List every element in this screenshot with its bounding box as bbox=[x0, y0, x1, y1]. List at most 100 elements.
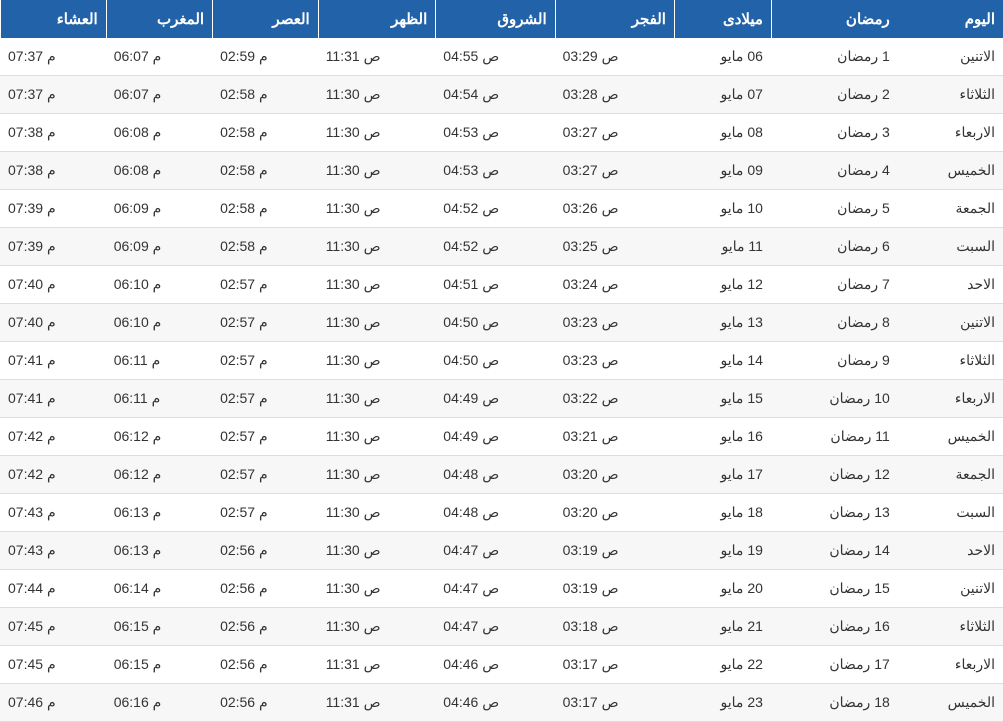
table-cell: الاربعاء bbox=[898, 114, 1003, 152]
table-cell: 04:53 ص bbox=[435, 114, 554, 152]
table-cell: 07:39 م bbox=[0, 228, 106, 266]
table-cell: 03:17 ص bbox=[555, 684, 674, 722]
table-cell: 06:14 م bbox=[106, 570, 212, 608]
table-cell: 04:52 ص bbox=[435, 190, 554, 228]
table-cell: 11:30 ص bbox=[318, 228, 436, 266]
table-cell: 06:15 م bbox=[106, 608, 212, 646]
table-cell: 11:30 ص bbox=[318, 266, 436, 304]
table-cell: 02:57 م bbox=[212, 494, 318, 532]
table-cell: 03:29 ص bbox=[555, 38, 674, 76]
table-cell: 11:30 ص bbox=[318, 532, 436, 570]
table-cell: الاربعاء bbox=[898, 380, 1003, 418]
table-cell: 03:23 ص bbox=[555, 304, 674, 342]
table-cell: 11:30 ص bbox=[318, 380, 436, 418]
table-cell: 17 مايو bbox=[674, 456, 771, 494]
col-gregorian: ميلادى bbox=[674, 0, 771, 38]
table-cell: 19 مايو bbox=[674, 532, 771, 570]
table-row: الخميس18 رمضان23 مايو03:17 ص04:46 ص11:31… bbox=[0, 684, 1003, 722]
table-cell: 07:45 م bbox=[0, 608, 106, 646]
prayer-times-table: اليوم رمضان ميلادى الفجر الشروق الظهر ال… bbox=[0, 0, 1003, 722]
table-row: الثلاثاء16 رمضان21 مايو03:18 ص04:47 ص11:… bbox=[0, 608, 1003, 646]
col-isha: العشاء bbox=[0, 0, 106, 38]
table-cell: 06:09 م bbox=[106, 190, 212, 228]
col-ramadan: رمضان bbox=[771, 0, 898, 38]
table-cell: الاتنين bbox=[898, 570, 1003, 608]
table-cell: 02:58 م bbox=[212, 76, 318, 114]
table-cell: 04:50 ص bbox=[435, 304, 554, 342]
table-cell: 1 رمضان bbox=[771, 38, 898, 76]
table-row: الاربعاء10 رمضان15 مايو03:22 ص04:49 ص11:… bbox=[0, 380, 1003, 418]
table-cell: 03:18 ص bbox=[555, 608, 674, 646]
table-cell: 12 رمضان bbox=[771, 456, 898, 494]
table-cell: 03:27 ص bbox=[555, 152, 674, 190]
table-cell: 03:17 ص bbox=[555, 646, 674, 684]
table-cell: 07:43 م bbox=[0, 494, 106, 532]
table-cell: 02:58 م bbox=[212, 114, 318, 152]
table-cell: الثلاثاء bbox=[898, 342, 1003, 380]
table-cell: 12 مايو bbox=[674, 266, 771, 304]
table-cell: 07:41 م bbox=[0, 342, 106, 380]
table-cell: 02:57 م bbox=[212, 266, 318, 304]
table-cell: 04:47 ص bbox=[435, 608, 554, 646]
table-cell: 07:38 م bbox=[0, 152, 106, 190]
table-cell: 06 مايو bbox=[674, 38, 771, 76]
table-cell: 11:30 ص bbox=[318, 152, 436, 190]
table-cell: السبت bbox=[898, 228, 1003, 266]
table-cell: 14 رمضان bbox=[771, 532, 898, 570]
table-cell: 06:13 م bbox=[106, 494, 212, 532]
table-row: الثلاثاء9 رمضان14 مايو03:23 ص04:50 ص11:3… bbox=[0, 342, 1003, 380]
table-cell: الاربعاء bbox=[898, 646, 1003, 684]
table-body: الاتنين1 رمضان06 مايو03:29 ص04:55 ص11:31… bbox=[0, 38, 1003, 722]
table-cell: 03:26 ص bbox=[555, 190, 674, 228]
table-cell: 06:12 م bbox=[106, 418, 212, 456]
table-cell: 07:40 م bbox=[0, 304, 106, 342]
table-cell: 08 مايو bbox=[674, 114, 771, 152]
prayer-times-table-container: اليوم رمضان ميلادى الفجر الشروق الظهر ال… bbox=[0, 0, 1003, 722]
table-cell: 09 مايو bbox=[674, 152, 771, 190]
table-cell: 06:08 م bbox=[106, 152, 212, 190]
table-cell: 15 مايو bbox=[674, 380, 771, 418]
col-day: اليوم bbox=[898, 0, 1003, 38]
table-cell: 11:30 ص bbox=[318, 418, 436, 456]
table-cell: 21 مايو bbox=[674, 608, 771, 646]
table-cell: 16 مايو bbox=[674, 418, 771, 456]
table-cell: 03:24 ص bbox=[555, 266, 674, 304]
table-cell: 10 رمضان bbox=[771, 380, 898, 418]
table-cell: السبت bbox=[898, 494, 1003, 532]
table-cell: 04:46 ص bbox=[435, 646, 554, 684]
table-cell: 04:48 ص bbox=[435, 456, 554, 494]
table-cell: 11:30 ص bbox=[318, 304, 436, 342]
table-cell: 07:46 م bbox=[0, 684, 106, 722]
table-cell: 04:52 ص bbox=[435, 228, 554, 266]
table-cell: 04:48 ص bbox=[435, 494, 554, 532]
table-cell: 07:42 م bbox=[0, 418, 106, 456]
table-cell: 04:47 ص bbox=[435, 532, 554, 570]
table-cell: 02:58 م bbox=[212, 152, 318, 190]
table-cell: الجمعة bbox=[898, 190, 1003, 228]
table-row: السبت13 رمضان18 مايو03:20 ص04:48 ص11:30 … bbox=[0, 494, 1003, 532]
table-cell: 02:58 م bbox=[212, 190, 318, 228]
table-cell: 11:30 ص bbox=[318, 114, 436, 152]
table-cell: 11 رمضان bbox=[771, 418, 898, 456]
table-cell: 06:15 م bbox=[106, 646, 212, 684]
table-cell: 02:57 م bbox=[212, 304, 318, 342]
table-cell: 07:37 م bbox=[0, 76, 106, 114]
table-cell: 11:30 ص bbox=[318, 608, 436, 646]
table-cell: 23 مايو bbox=[674, 684, 771, 722]
table-cell: 03:21 ص bbox=[555, 418, 674, 456]
table-cell: 4 رمضان bbox=[771, 152, 898, 190]
table-cell: 11 مايو bbox=[674, 228, 771, 266]
table-row: الجمعة12 رمضان17 مايو03:20 ص04:48 ص11:30… bbox=[0, 456, 1003, 494]
table-row: الاحد7 رمضان12 مايو03:24 ص04:51 ص11:30 ص… bbox=[0, 266, 1003, 304]
table-cell: الخميس bbox=[898, 418, 1003, 456]
table-cell: 07:41 م bbox=[0, 380, 106, 418]
table-row: الاتنين1 رمضان06 مايو03:29 ص04:55 ص11:31… bbox=[0, 38, 1003, 76]
table-cell: 06:11 م bbox=[106, 380, 212, 418]
table-cell: 03:20 ص bbox=[555, 494, 674, 532]
table-cell: 04:46 ص bbox=[435, 684, 554, 722]
table-cell: 02:58 م bbox=[212, 228, 318, 266]
table-cell: 18 رمضان bbox=[771, 684, 898, 722]
table-cell: 5 رمضان bbox=[771, 190, 898, 228]
table-cell: 03:19 ص bbox=[555, 570, 674, 608]
table-row: الثلاثاء2 رمضان07 مايو03:28 ص04:54 ص11:3… bbox=[0, 76, 1003, 114]
